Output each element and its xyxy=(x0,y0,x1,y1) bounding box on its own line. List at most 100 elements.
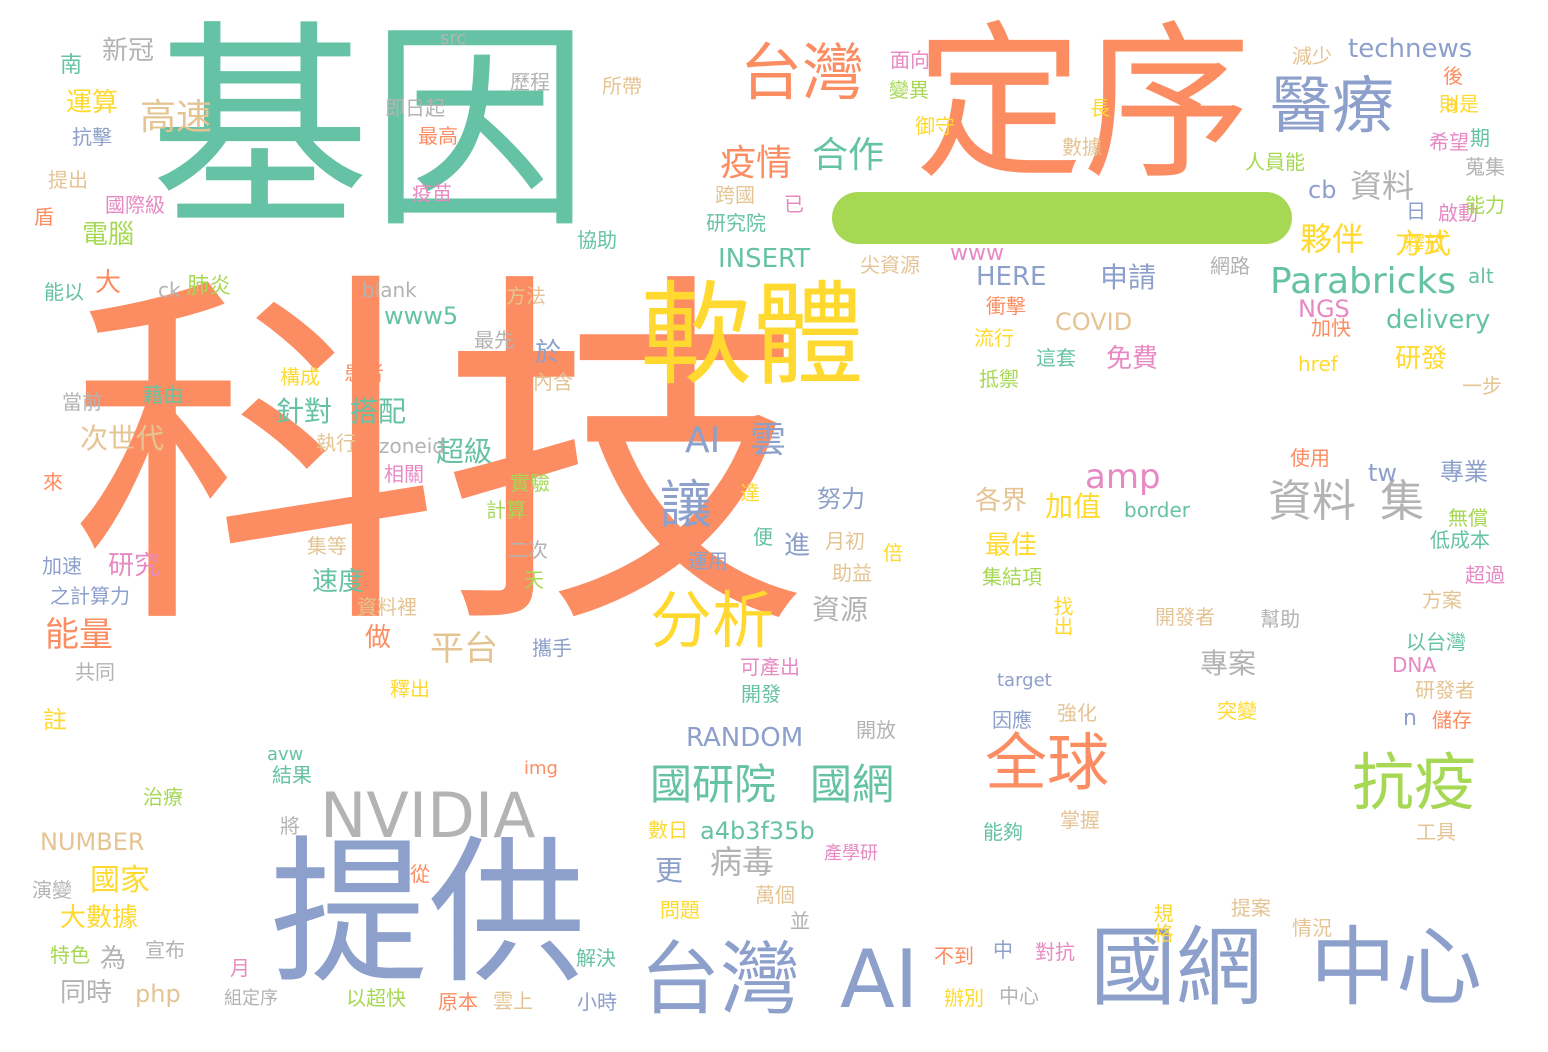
cloud-word: 天 xyxy=(524,568,544,592)
cloud-word: ck xyxy=(158,278,181,302)
cloud-word: 內含 xyxy=(533,370,573,394)
cloud-word: 基因 xyxy=(150,2,591,258)
cloud-word: 資料 xyxy=(1268,476,1356,527)
cloud-word: 協助 xyxy=(577,228,617,252)
cloud-word: 組定序 xyxy=(224,988,278,1009)
cloud-word: 疫苗 xyxy=(412,181,452,205)
cloud-word: 來 xyxy=(43,470,63,494)
cloud-word: 平台 xyxy=(430,629,498,669)
cloud-word: 提案 xyxy=(1231,896,1271,920)
cloud-word: 一步 xyxy=(1462,374,1502,398)
cloud-word: 科技 xyxy=(70,245,810,675)
cloud-word: 則是 xyxy=(1439,92,1479,116)
cloud-word: DNA xyxy=(1392,653,1437,677)
cloud-word: amp xyxy=(1085,457,1161,497)
cloud-word: 期 xyxy=(1470,126,1490,150)
cloud-word: 雲 xyxy=(750,420,787,461)
cloud-word: 進 xyxy=(784,531,811,561)
cloud-word: 便 xyxy=(753,525,773,549)
cloud-word: 可產出 xyxy=(740,655,800,679)
cloud-word: avw xyxy=(267,744,304,765)
cloud-word: 助益 xyxy=(832,561,872,585)
cloud-word: 大 xyxy=(95,268,122,298)
cloud-word: 即日起 xyxy=(385,96,445,120)
cloud-word: 集 xyxy=(1380,476,1424,527)
cloud-word: n xyxy=(1403,706,1417,731)
cloud-word: 集等 xyxy=(307,534,347,558)
cloud-word: Parabricks xyxy=(1270,261,1457,302)
cloud-word: 夥伴 xyxy=(1300,220,1365,258)
cloud-word: 疫情 xyxy=(720,143,793,184)
cloud-word: 治療 xyxy=(143,785,183,809)
cloud-word: 辦別 xyxy=(944,986,984,1010)
cloud-word: 能夠 xyxy=(983,820,1023,844)
cloud-word: 加速 xyxy=(42,554,82,578)
cloud-word: 強化 xyxy=(1057,701,1097,725)
cloud-word: 倍 xyxy=(883,541,903,565)
cloud-word: 抗擊 xyxy=(72,125,112,149)
cloud-word: 以台灣 xyxy=(1406,630,1466,654)
cloud-word: 之計算力 xyxy=(50,584,130,608)
cloud-word: 小時 xyxy=(577,990,617,1014)
cloud-word: 高速 xyxy=(140,97,213,138)
cloud-word: NVIDIA xyxy=(320,779,536,852)
cloud-word: 新冠 xyxy=(102,36,155,66)
cloud-word: 肺炎 xyxy=(187,274,232,299)
cloud-word: 做 xyxy=(365,623,392,653)
cloud-word: 歷程 xyxy=(510,70,550,94)
cloud-word: 全球 xyxy=(985,726,1110,799)
cloud-word: 研發 xyxy=(1395,344,1448,374)
cloud-word: 超過 xyxy=(1465,563,1505,587)
cloud-word: 規格 xyxy=(1150,903,1174,943)
cloud-word: 免費 xyxy=(1106,344,1159,374)
cloud-word: 藉由 xyxy=(143,383,183,407)
cloud-word: 問題 xyxy=(660,898,700,922)
cloud-word: 軟體 xyxy=(640,271,864,401)
cloud-word: 中心 xyxy=(1310,918,1482,1018)
cloud-word: 開發 xyxy=(741,682,781,706)
cloud-word: tw xyxy=(1368,459,1398,487)
cloud-word: 釋放 xyxy=(1405,231,1445,255)
cloud-word: 跨國 xyxy=(715,183,755,207)
cloud-word: RANDOM xyxy=(686,723,804,753)
cloud-word: 台灣 xyxy=(740,36,865,109)
cloud-word: 讓 xyxy=(660,476,713,536)
cloud-word: 搭配 xyxy=(350,395,407,428)
cloud-word: 演變 xyxy=(32,878,72,902)
cloud-word: 同時 xyxy=(60,978,113,1008)
cloud-word: border xyxy=(1124,498,1191,522)
cloud-word: cb xyxy=(1308,176,1337,204)
cloud-word: 達 xyxy=(740,481,760,505)
cloud-word: 萬個 xyxy=(755,883,795,907)
cloud-word: 變異 xyxy=(889,78,929,102)
cloud-word: 南 xyxy=(60,53,83,78)
cloud-word: INSERT xyxy=(718,244,811,274)
cloud-word: 國網 xyxy=(1090,918,1262,1018)
cloud-word: 解決 xyxy=(576,946,616,970)
cloud-word: img xyxy=(524,758,558,779)
cloud-word: 已 xyxy=(784,192,804,216)
cloud-word: 當前 xyxy=(62,390,102,414)
cloud-word: 病毒 xyxy=(710,843,775,881)
cloud-word: 患者 xyxy=(344,361,384,385)
cloud-word: 執行 xyxy=(316,431,356,455)
cloud-word: 共同 xyxy=(75,660,115,684)
cloud-word: a4b3f35b xyxy=(700,817,815,845)
cloud-word: 努力 xyxy=(817,485,865,513)
cloud-word: 將 xyxy=(280,814,300,838)
cloud-word: 情況 xyxy=(1292,916,1332,940)
cloud-word: NGS xyxy=(1298,295,1350,323)
cloud-word: 抗疫 xyxy=(1352,746,1477,819)
cloud-word: 定序 xyxy=(915,6,1251,202)
cloud-word: 結果 xyxy=(272,763,312,787)
cloud-word: 這套 xyxy=(1036,346,1076,370)
cloud-word: 攜手 xyxy=(532,636,572,660)
cloud-word: 加值 xyxy=(1045,490,1102,523)
cloud-word: 最先 xyxy=(474,328,514,352)
cloud-word: 面向 xyxy=(890,48,930,72)
cloud-word: 專案 xyxy=(1200,647,1257,680)
cloud-word: 無償 xyxy=(1448,506,1488,530)
cloud-word: 專業 xyxy=(1440,458,1488,486)
cloud-word: 儲存 xyxy=(1432,708,1472,732)
cloud-word: AI xyxy=(685,420,721,461)
